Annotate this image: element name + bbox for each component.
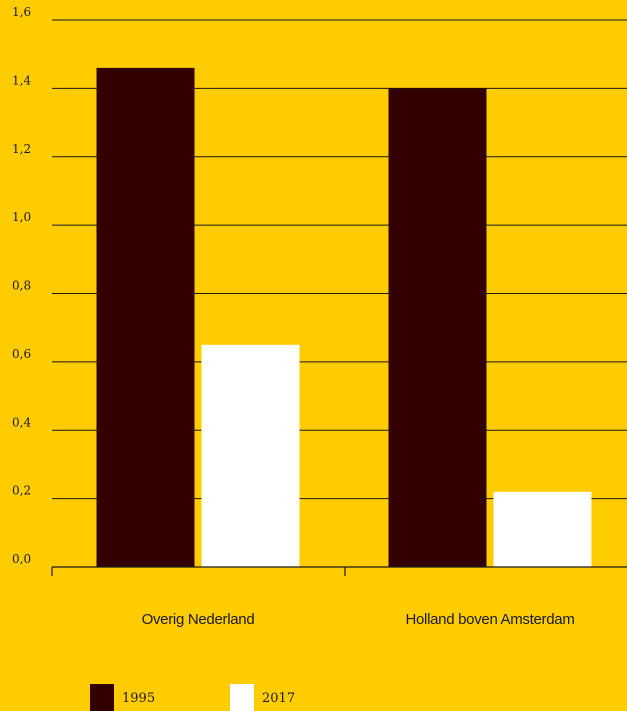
y-tick-label: 1,2 <box>12 142 31 156</box>
category-label: Overig Nederland <box>142 611 255 628</box>
y-tick-label: 1,4 <box>12 73 31 87</box>
bar-2017 <box>201 344 300 567</box>
legend-label: 1995 <box>122 691 155 706</box>
legend-label: 2017 <box>262 691 295 706</box>
legend-swatch-2017 <box>230 684 254 711</box>
y-tick-label: 0,6 <box>12 347 31 361</box>
y-tick-label: 0,4 <box>12 415 31 429</box>
y-axis-tick-labels: 0,0 0,2 0,4 0,6 0,8 1,0 1,2 1,4 1,6 <box>12 5 31 566</box>
bar-1995 <box>388 88 487 567</box>
y-tick-label: 0,0 <box>12 552 31 566</box>
bar-2017 <box>493 491 592 567</box>
y-tick-label: 0,2 <box>12 484 31 498</box>
y-tick-label: 0,8 <box>12 279 31 293</box>
y-tick-label: 1,0 <box>12 210 31 224</box>
bars <box>96 67 592 568</box>
x-axis-category-labels: Overig Nederland Holland boven Amsterdam <box>142 611 575 628</box>
legend-swatch-1995 <box>90 684 114 711</box>
y-tick-label: 1,6 <box>12 5 31 19</box>
bar-1995 <box>96 67 195 568</box>
category-label: Holland boven Amsterdam <box>405 611 574 628</box>
legend: 1995 2017 <box>90 684 295 711</box>
x-axis <box>51 566 627 576</box>
